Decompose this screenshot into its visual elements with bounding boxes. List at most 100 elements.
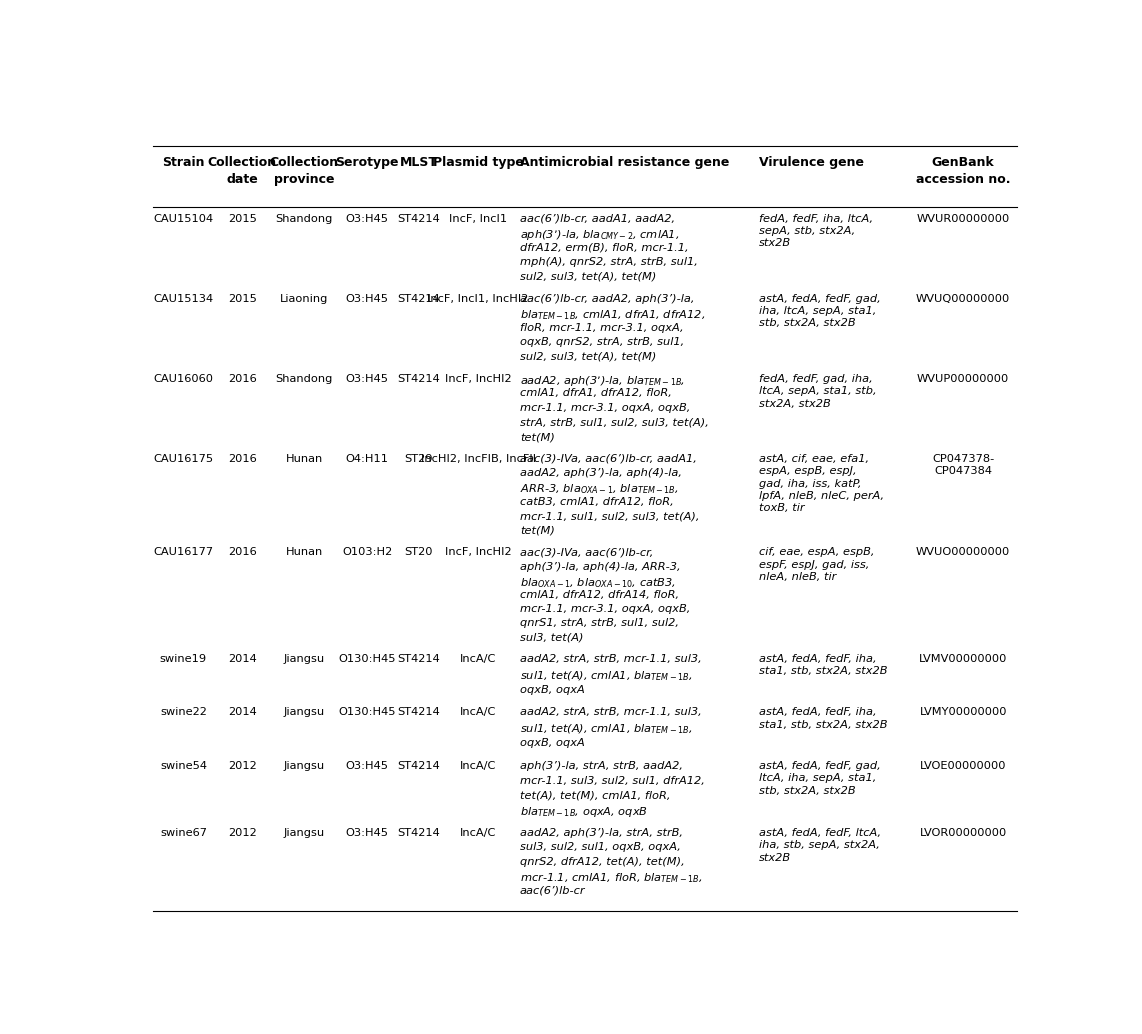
- Text: O3:H45: O3:H45: [346, 761, 388, 771]
- Text: Liaoning: Liaoning: [280, 294, 329, 304]
- Text: floR, mcr-1.1, mcr-3.1, oqxA,: floR, mcr-1.1, mcr-3.1, oqxA,: [520, 323, 683, 333]
- Text: sul1, tet(A), cmlA1, bla$_{TEM-1B}$,: sul1, tet(A), cmlA1, bla$_{TEM-1B}$,: [520, 669, 692, 682]
- Text: O3:H45: O3:H45: [346, 214, 388, 223]
- Text: 2015: 2015: [228, 294, 257, 304]
- Text: IncA/C: IncA/C: [460, 761, 497, 771]
- Text: astA, fedA, fedF, gad,
ltcA, iha, sepA, sta1,
stb, stx2A, stx2B: astA, fedA, fedF, gad, ltcA, iha, sepA, …: [758, 761, 880, 796]
- Text: 2012: 2012: [228, 761, 257, 771]
- Text: Strain: Strain: [162, 156, 204, 169]
- Text: mcr-1.1, mcr-3.1, oqxA, oqxB,: mcr-1.1, mcr-3.1, oqxA, oqxB,: [520, 403, 690, 413]
- Text: WVUR00000000: WVUR00000000: [917, 214, 1010, 223]
- Text: MLST: MLST: [400, 156, 437, 169]
- Text: sul2, sul3, tet(A), tet(M): sul2, sul3, tet(A), tet(M): [520, 272, 657, 282]
- Text: swine22: swine22: [160, 707, 207, 718]
- Text: WVUO00000000: WVUO00000000: [916, 547, 1011, 557]
- Text: aph(3’)-la, strA, strB, aadA2,: aph(3’)-la, strA, strB, aadA2,: [520, 761, 683, 771]
- Text: ST4214: ST4214: [397, 707, 440, 718]
- Text: 2016: 2016: [228, 373, 257, 384]
- Text: mcr-1.1, mcr-3.1, oqxA, oqxB,: mcr-1.1, mcr-3.1, oqxA, oqxB,: [520, 604, 690, 614]
- Text: CAU15134: CAU15134: [153, 294, 214, 304]
- Text: 2015: 2015: [228, 214, 257, 223]
- Text: CP047378-
CP047384: CP047378- CP047384: [932, 454, 995, 477]
- Text: IncF, IncHI2: IncF, IncHI2: [445, 373, 512, 384]
- Text: aadA2, strA, strB, mcr-1.1, sul3,: aadA2, strA, strB, mcr-1.1, sul3,: [520, 707, 701, 718]
- Text: astA, fedA, fedF, ltcA,
iha, stb, sepA, stx2A,
stx2B: astA, fedA, fedF, ltcA, iha, stb, sepA, …: [758, 828, 880, 862]
- Text: CAU16177: CAU16177: [153, 547, 214, 557]
- Text: aadA2, strA, strB, mcr-1.1, sul3,: aadA2, strA, strB, mcr-1.1, sul3,: [520, 653, 701, 664]
- Text: tet(A), tet(M), cmlA1, floR,: tet(A), tet(M), cmlA1, floR,: [520, 791, 670, 800]
- Text: Antimicrobial resistance gene: Antimicrobial resistance gene: [520, 156, 729, 169]
- Text: astA, fedA, fedF, gad,
iha, ltcA, sepA, sta1,
stb, stx2A, stx2B: astA, fedA, fedF, gad, iha, ltcA, sepA, …: [758, 294, 880, 329]
- Text: CAU16060: CAU16060: [153, 373, 214, 384]
- Text: GenBank
accession no.: GenBank accession no.: [916, 156, 1011, 186]
- Text: aph(3’)-la, aph(4)-la, ARR-3,: aph(3’)-la, aph(4)-la, ARR-3,: [520, 561, 681, 572]
- Text: Shandong: Shandong: [275, 214, 333, 223]
- Text: cif, eae, espA, espB,
espF, espJ, gad, iss,
nleA, nleB, tir: cif, eae, espA, espB, espF, espJ, gad, i…: [758, 547, 875, 582]
- Text: ST4214: ST4214: [397, 653, 440, 664]
- Text: sul3, tet(A): sul3, tet(A): [520, 633, 584, 643]
- Text: O3:H45: O3:H45: [346, 294, 388, 304]
- Text: fedA, fedF, iha, ltcA,
sepA, stb, stx2A,
stx2B: fedA, fedF, iha, ltcA, sepA, stb, stx2A,…: [758, 214, 872, 248]
- Text: aac(6’)lb-cr: aac(6’)lb-cr: [520, 886, 586, 896]
- Text: CAU15104: CAU15104: [153, 214, 214, 223]
- Text: O3:H45: O3:H45: [346, 828, 388, 838]
- Text: IncF, IncHI2: IncF, IncHI2: [445, 547, 512, 557]
- Text: Hunan: Hunan: [286, 547, 323, 557]
- Text: Jiangsu: Jiangsu: [283, 707, 324, 718]
- Text: Collection
province: Collection province: [270, 156, 339, 186]
- Text: strA, strB, sul1, sul2, sul3, tet(A),: strA, strB, sul1, sul2, sul3, tet(A),: [520, 418, 709, 427]
- Text: ST4214: ST4214: [397, 373, 440, 384]
- Text: swine54: swine54: [160, 761, 207, 771]
- Text: CAU16175: CAU16175: [153, 454, 214, 464]
- Text: IncA/C: IncA/C: [460, 653, 497, 664]
- Text: oqxB, oqxA: oqxB, oqxA: [520, 738, 585, 748]
- Text: sul2, sul3, tet(A), tet(M): sul2, sul3, tet(A), tet(M): [520, 352, 657, 362]
- Text: ST4214: ST4214: [397, 761, 440, 771]
- Text: 2014: 2014: [228, 707, 257, 718]
- Text: Hunan: Hunan: [286, 454, 323, 464]
- Text: IncA/C: IncA/C: [460, 828, 497, 838]
- Text: cmlA1, dfrA1, dfrA12, floR,: cmlA1, dfrA1, dfrA12, floR,: [520, 389, 671, 398]
- Text: Collection
date: Collection date: [208, 156, 276, 186]
- Text: O4:H11: O4:H11: [346, 454, 388, 464]
- Text: tet(M): tet(M): [520, 432, 555, 442]
- Text: Jiangsu: Jiangsu: [283, 653, 324, 664]
- Text: 2016: 2016: [228, 454, 257, 464]
- Text: ST29: ST29: [404, 454, 433, 464]
- Text: qnrS1, strA, strB, sul1, sul2,: qnrS1, strA, strB, sul1, sul2,: [520, 618, 678, 629]
- Text: aac(6’)lb-cr, aadA1, aadA2,: aac(6’)lb-cr, aadA1, aadA2,: [520, 214, 675, 223]
- Text: mcr-1.1, sul3, sul2, sul1, dfrA12,: mcr-1.1, sul3, sul2, sul1, dfrA12,: [520, 776, 705, 786]
- Text: sul3, sul2, sul1, oqxB, oqxA,: sul3, sul2, sul1, oqxB, oqxA,: [520, 843, 681, 852]
- Text: ST4214: ST4214: [397, 828, 440, 838]
- Text: LVMY00000000: LVMY00000000: [919, 707, 1007, 718]
- Text: aadA2, aph(3’)-la, aph(4)-la,: aadA2, aph(3’)-la, aph(4)-la,: [520, 468, 682, 479]
- Text: swine19: swine19: [160, 653, 207, 664]
- Text: astA, fedA, fedF, iha,
sta1, stb, stx2A, stx2B: astA, fedA, fedF, iha, sta1, stb, stx2A,…: [758, 653, 887, 676]
- Text: O103:H2: O103:H2: [341, 547, 392, 557]
- Text: O130:H45: O130:H45: [338, 653, 396, 664]
- Text: WVUQ00000000: WVUQ00000000: [916, 294, 1011, 304]
- Text: IncF, IncI1: IncF, IncI1: [449, 214, 507, 223]
- Text: Plasmid type: Plasmid type: [433, 156, 524, 169]
- Text: bla$_{TEM-1B}$, oqxA, oqxB: bla$_{TEM-1B}$, oqxA, oqxB: [520, 805, 648, 820]
- Text: Jiangsu: Jiangsu: [283, 828, 324, 838]
- Text: bla$_{TEM-1B}$, cmlA1, dfrA1, dfrA12,: bla$_{TEM-1B}$, cmlA1, dfrA1, dfrA12,: [520, 308, 705, 322]
- Text: aac(3)-IVa, aac(6’)lb-cr, aadA1,: aac(3)-IVa, aac(6’)lb-cr, aadA1,: [520, 454, 697, 464]
- Text: oqxB, qnrS2, strA, strB, sul1,: oqxB, qnrS2, strA, strB, sul1,: [520, 337, 684, 347]
- Text: LVMV00000000: LVMV00000000: [919, 653, 1007, 664]
- Text: sul1, tet(A), cmlA1, bla$_{TEM-1B}$,: sul1, tet(A), cmlA1, bla$_{TEM-1B}$,: [520, 723, 692, 736]
- Text: Jiangsu: Jiangsu: [283, 761, 324, 771]
- Text: aadA2, aph(3’)-la, bla$_{TEM-1B}$,: aadA2, aph(3’)-la, bla$_{TEM-1B}$,: [520, 373, 685, 388]
- Text: fedA, fedF, gad, iha,
ltcA, sepA, sta1, stb,
stx2A, stx2B: fedA, fedF, gad, iha, ltcA, sepA, sta1, …: [758, 373, 876, 408]
- Text: Virulence gene: Virulence gene: [758, 156, 863, 169]
- Text: aph(3’)-la, bla$_{CMY-2}$, cmlA1,: aph(3’)-la, bla$_{CMY-2}$, cmlA1,: [520, 229, 679, 242]
- Text: mph(A), qnrS2, strA, strB, sul1,: mph(A), qnrS2, strA, strB, sul1,: [520, 257, 698, 267]
- Text: Serotype: Serotype: [336, 156, 399, 169]
- Text: WVUP00000000: WVUP00000000: [917, 373, 1010, 384]
- Text: IncHI2, IncFIB, IncFII: IncHI2, IncFIB, IncFII: [420, 454, 536, 464]
- Text: bla$_{OXA-1}$, bla$_{OXA-10}$, catB3,: bla$_{OXA-1}$, bla$_{OXA-10}$, catB3,: [520, 576, 676, 589]
- Text: cmlA1, dfrA12, dfrA14, floR,: cmlA1, dfrA12, dfrA14, floR,: [520, 590, 678, 600]
- Text: astA, fedA, fedF, iha,
sta1, stb, stx2A, stx2B: astA, fedA, fedF, iha, sta1, stb, stx2A,…: [758, 707, 887, 730]
- Text: LVOR00000000: LVOR00000000: [919, 828, 1007, 838]
- Text: ST20: ST20: [404, 547, 433, 557]
